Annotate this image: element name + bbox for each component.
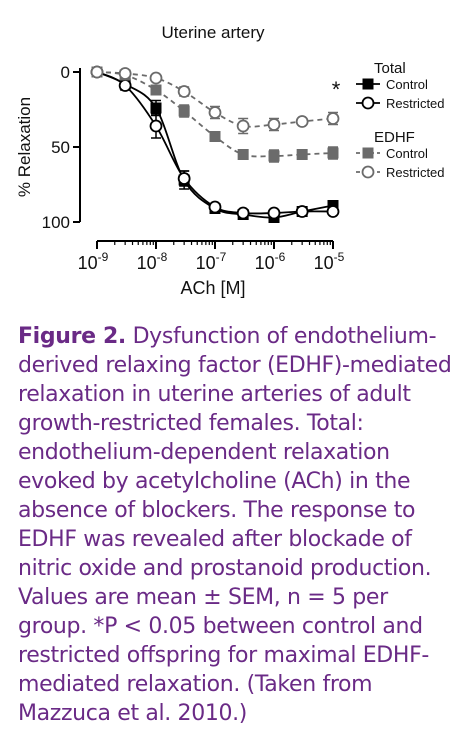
data-point — [295, 115, 309, 128]
legend-marker — [361, 165, 375, 179]
data-point — [236, 119, 250, 133]
data-point — [149, 119, 163, 133]
data-point — [118, 79, 132, 92]
data-point — [118, 67, 132, 80]
data-point — [237, 149, 249, 160]
data-point — [267, 118, 281, 131]
x-axis-label: ACh [M] — [180, 278, 245, 298]
caption-label: Figure 2. — [18, 324, 126, 349]
data-point — [236, 206, 250, 220]
data-point — [326, 112, 340, 125]
data-point — [150, 84, 162, 96]
chart-title: Uterine artery — [162, 23, 265, 42]
x-tick-label: 10-9 — [78, 250, 109, 273]
data-point — [326, 205, 340, 218]
chart-area: Uterine artery 0 50 100 % Relaxation 10-9 10-8… — [0, 0, 468, 310]
data-point — [327, 147, 339, 159]
figure-caption: Figure 2. Dysfunction of endothelium-der… — [18, 322, 463, 728]
legend-label: Control — [386, 146, 428, 161]
legend-label: Restricted — [386, 165, 445, 180]
legend-marker — [361, 96, 375, 110]
data-point — [209, 131, 221, 142]
data-point — [208, 106, 222, 119]
legend-marker — [362, 78, 374, 90]
x-tick-label: 10-6 — [255, 250, 286, 273]
data-point — [177, 172, 191, 185]
legend-group-title: EDHF — [374, 129, 415, 146]
dose-response-chart: Uterine artery 0 50 100 % Relaxation 10-9 10-8… — [15, 23, 445, 298]
x-tick-label: 10-7 — [196, 250, 227, 273]
caption-text: Dysfunction of endothelium-derived relax… — [18, 324, 452, 726]
x-tick-label: 10-5 — [314, 250, 345, 273]
data-point — [296, 149, 308, 160]
data-point — [177, 85, 191, 98]
data-point — [268, 150, 280, 162]
data-point — [90, 65, 104, 79]
y-tick-label: 0 — [61, 63, 70, 82]
data-point — [150, 102, 162, 114]
significance-asterisk: * — [332, 77, 341, 102]
y-axis-label: % Relaxation — [15, 97, 34, 197]
legend-label: Restricted — [386, 96, 445, 111]
legend-group-title: Total — [374, 60, 406, 77]
data-point — [295, 205, 309, 218]
x-tick-label: 10-8 — [137, 250, 168, 273]
data-point — [267, 206, 281, 220]
data-point — [208, 200, 222, 214]
legend-marker — [362, 147, 374, 159]
series-curve — [96, 71, 334, 215]
y-tick-label: 100 — [42, 213, 70, 232]
y-tick-label: 50 — [51, 138, 70, 157]
data-point — [149, 71, 163, 85]
legend-label: Control — [386, 77, 428, 92]
data-point — [178, 105, 190, 117]
